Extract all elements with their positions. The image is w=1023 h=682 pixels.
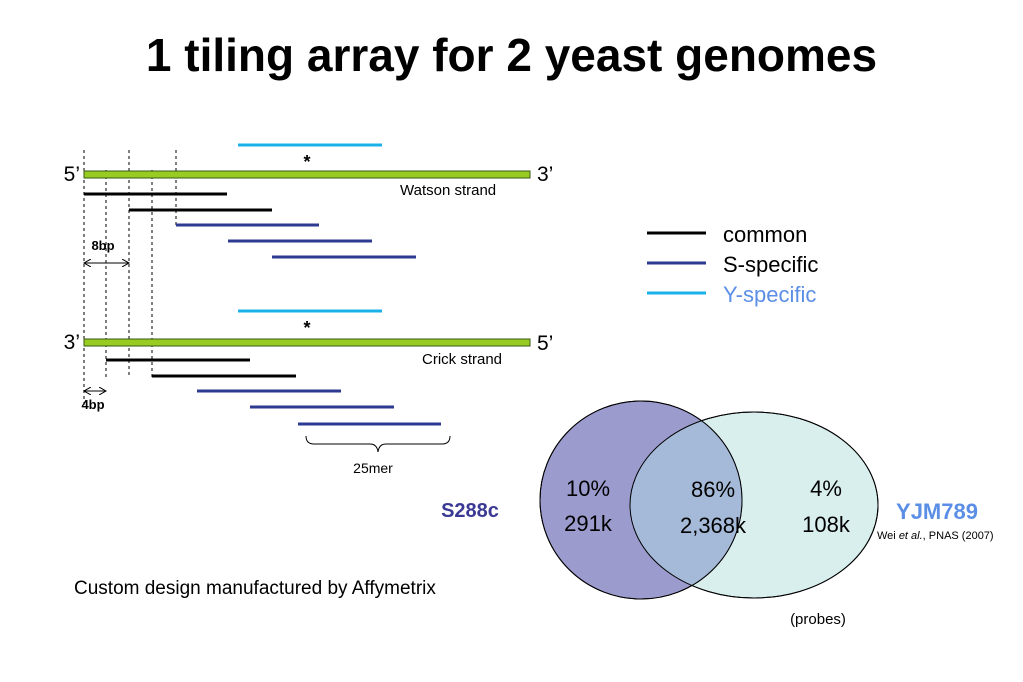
- venn-overlap-region: [630, 412, 742, 598]
- venn-overlap-count: 2,368k: [680, 513, 747, 538]
- citation-authors: Wei: [877, 530, 899, 542]
- snp-marker: *: [303, 152, 310, 172]
- probe-length-brace: [305, 435, 451, 453]
- legend: common S-specific Y-specific: [647, 222, 818, 307]
- citation-etal: et al.: [899, 530, 923, 542]
- probe-length-label: 25mer: [353, 460, 393, 476]
- watson-right-end-label: 3’: [537, 163, 553, 186]
- crick-strand-bar: [83, 338, 531, 347]
- watson-strand-label: Watson strand: [400, 182, 496, 199]
- watson-strand-bar: [83, 170, 531, 179]
- crick-strand-label: Crick strand: [422, 351, 502, 368]
- manufacturer-note: Custom design manufactured by Affymetrix: [74, 578, 436, 599]
- slide-title: 1 tiling array for 2 yeast genomes: [145, 29, 878, 81]
- offset-8bp-label: 8bp: [91, 238, 114, 253]
- legend-label-common: common: [723, 222, 807, 247]
- s288c-label: S288c: [441, 500, 499, 522]
- watson-left-end-label: 5’: [64, 163, 80, 186]
- citation: Wei et al., PNAS (2007): [877, 530, 994, 542]
- probes-unit-note: (probes): [790, 611, 846, 628]
- offset-4bp-label: 4bp: [81, 397, 104, 412]
- venn-overlap-percent: 86%: [691, 477, 735, 502]
- venn-yjm789-percent: 4%: [810, 476, 842, 501]
- crick-right-end-label: 5’: [537, 332, 553, 355]
- snp-marker: *: [303, 318, 310, 338]
- venn-s288c-count: 291k: [564, 511, 613, 536]
- legend-label-s-specific: S-specific: [723, 252, 818, 277]
- venn-s288c-outline: [539, 400, 743, 600]
- legend-label-y-specific: Y-specific: [723, 282, 816, 307]
- yjm789-label: YJM789: [896, 499, 978, 524]
- venn-s288c-percent: 10%: [566, 476, 610, 501]
- crick-left-end-label: 3’: [64, 331, 80, 354]
- venn-yjm789-count: 108k: [802, 512, 851, 537]
- venn-yjm789-outline: [629, 411, 879, 599]
- citation-rest: , PNAS (2007): [923, 530, 994, 542]
